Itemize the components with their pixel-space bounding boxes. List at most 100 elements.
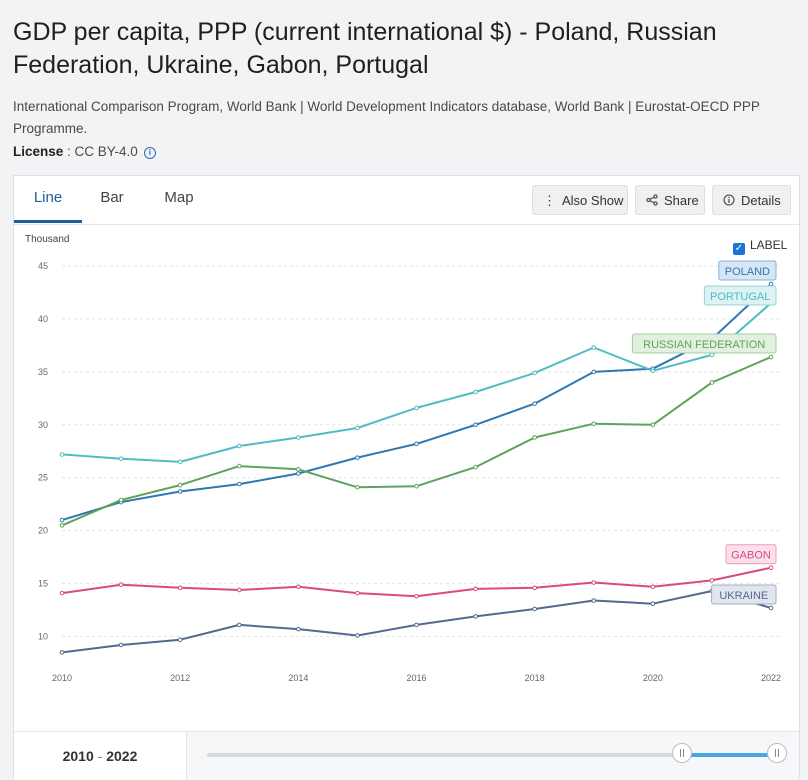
line-chart: Thousand 10 15 20 25 30 35 40 45 2010 2012 2014 2016… <box>14 224 799 729</box>
data-point <box>650 584 656 590</box>
data-point <box>473 614 478 619</box>
also-show-button[interactable]: ⋮ Also Show <box>532 185 628 215</box>
slider-handle-start[interactable] <box>672 743 692 763</box>
series-label-box <box>711 584 777 605</box>
data-point <box>59 523 65 528</box>
x-tick-label: 2018 <box>525 673 545 683</box>
data-point <box>473 586 478 592</box>
also-show-label: Also Show <box>562 193 624 208</box>
data-point <box>473 464 478 470</box>
license-value: : CC BY-4.0 <box>63 144 138 159</box>
data-point <box>118 456 124 461</box>
range-start: 2010 <box>62 748 94 764</box>
info-circle-icon <box>723 186 735 216</box>
series-label-box <box>703 285 777 306</box>
data-point <box>236 463 242 469</box>
data-point <box>118 497 124 503</box>
data-point <box>236 443 242 449</box>
data-point <box>296 626 301 632</box>
x-tick-label: 2012 <box>170 673 190 683</box>
data-point <box>532 606 537 612</box>
data-point <box>59 452 65 457</box>
data-point <box>414 441 419 447</box>
series-label: PORTUGAL <box>710 291 770 303</box>
license-line: License : CC BY-4.0 i <box>13 141 156 163</box>
chart-card: Line Bar Map ⋮ Also Show Share <box>13 175 800 780</box>
data-point <box>118 582 124 587</box>
series-line <box>61 356 772 527</box>
y-axis-label: Thousand <box>25 234 69 245</box>
y-tick-label: 20 <box>38 526 48 536</box>
data-point <box>414 483 419 489</box>
data-point <box>414 594 419 599</box>
data-point <box>177 637 183 643</box>
data-point <box>177 585 183 591</box>
data-point <box>177 489 183 494</box>
data-point <box>355 633 360 638</box>
tab-map[interactable]: Map <box>164 189 194 206</box>
range-separator: - <box>93 748 107 764</box>
y-tick-label: 30 <box>38 420 48 430</box>
checkbox-checked-icon[interactable]: ✓ <box>733 243 745 255</box>
details-label: Details <box>741 193 781 208</box>
share-button[interactable]: Share <box>635 185 705 215</box>
series-label: POLAND <box>725 266 770 278</box>
y-tick-label: 25 <box>38 473 48 483</box>
chart-tabs: Line Bar Map ⋮ Also Show Share <box>14 176 799 225</box>
kebab-icon: ⋮ <box>543 193 556 208</box>
x-tick-label: 2014 <box>288 673 308 683</box>
y-tick-label: 10 <box>38 632 48 642</box>
data-point <box>532 401 537 406</box>
x-tick-label: 2020 <box>643 673 663 683</box>
data-point <box>414 405 419 411</box>
series-label: UKRAINE <box>719 590 768 602</box>
data-point <box>650 368 656 374</box>
data-point <box>591 580 597 585</box>
data-point <box>118 642 124 648</box>
data-point <box>591 598 597 603</box>
chart-svg: Thousand 10 15 20 25 30 35 40 45 2010 2012 2014 2016… <box>25 234 781 683</box>
data-point <box>768 281 774 287</box>
data-point <box>768 565 774 571</box>
data-point <box>236 481 242 487</box>
data-point <box>355 484 360 490</box>
data-point <box>236 622 242 628</box>
data-point <box>473 389 478 395</box>
series-label: GABON <box>731 550 771 562</box>
data-point <box>355 425 360 431</box>
data-point <box>177 459 183 465</box>
x-tick-label: 2022 <box>761 673 781 683</box>
info-icon[interactable]: i <box>143 147 156 159</box>
tab-bar[interactable]: Bar <box>100 189 124 206</box>
series-line <box>61 566 772 598</box>
data-point <box>532 435 537 440</box>
data-point <box>532 370 537 376</box>
label-toggle[interactable]: ✓ LABEL <box>733 238 787 255</box>
data-point <box>59 517 65 523</box>
data-point <box>355 590 360 596</box>
data-point <box>768 354 774 360</box>
data-point <box>296 584 301 590</box>
range-end: 2022 <box>106 748 138 764</box>
data-point <box>650 422 656 428</box>
data-point <box>296 466 301 472</box>
data-point <box>709 352 715 358</box>
data-point <box>59 650 65 655</box>
tab-line[interactable]: Line <box>14 176 82 223</box>
data-point <box>177 482 183 488</box>
y-tick-label: 45 <box>38 261 48 271</box>
details-button[interactable]: Details <box>712 185 791 215</box>
year-range-slider[interactable] <box>207 743 787 763</box>
data-point <box>296 471 301 476</box>
data-point <box>709 380 715 385</box>
data-point <box>236 587 242 593</box>
data-point <box>296 435 301 440</box>
slider-handle-end[interactable] <box>767 743 787 763</box>
data-point <box>591 345 597 350</box>
data-point <box>591 369 597 375</box>
series-line <box>61 590 772 654</box>
series-label-box <box>631 333 777 354</box>
data-point <box>414 622 419 628</box>
source-text: International Comparison Program, World … <box>13 99 760 136</box>
series-label: RUSSIAN FEDERATION <box>643 339 765 351</box>
